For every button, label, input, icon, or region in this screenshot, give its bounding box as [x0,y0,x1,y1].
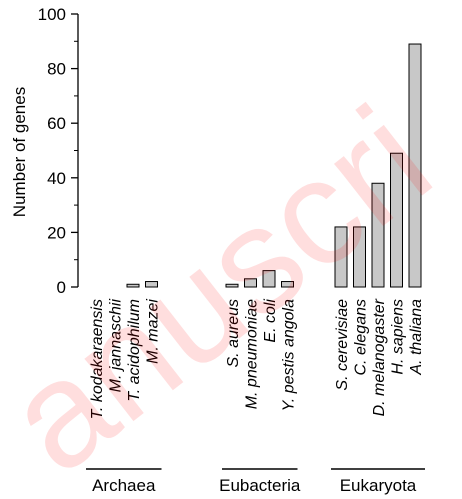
category-label: S. cerevisiae [334,299,351,391]
category-label: M. jannaschii [108,299,125,393]
group-label: Archaea [92,476,156,495]
group-labels: Archaea Eubacteria Eukaryota [86,468,425,495]
bar [145,281,158,288]
bar [334,226,348,288]
bar [262,270,276,288]
category-label: M. mazei [145,299,162,364]
group-label: Eubacteria [219,476,301,495]
category-label: E. coli [262,299,279,343]
category-label: H. sapiens [390,299,407,375]
bar [126,283,140,288]
y-tick-label: 60 [47,114,66,133]
y-tick-label: 20 [47,223,66,242]
category-label: A. thaliana [408,299,425,376]
bar [371,182,385,288]
bars [126,43,422,288]
category-label: T. acidophilum [126,299,143,402]
category-label: D. melanogaster [371,298,388,416]
bar [353,226,366,288]
y-tick-label: 80 [47,60,66,79]
bar [225,283,239,288]
bar [244,278,257,288]
axes: 0 20 40 60 80 100 [38,5,79,297]
bar [390,152,403,288]
y-tick-label: 100 [38,5,66,24]
bar [408,43,422,288]
category-label: Y. pestis angola [281,299,298,411]
category-labels: T. kodakaraensis M. jannaschii T. acidophi… [89,298,425,419]
category-label: M. pneumoniae [244,299,261,409]
category-label: C. elegans [353,299,370,376]
y-tick-label: 40 [47,169,66,188]
category-label: S. aureus [225,299,242,367]
y-axis-label: Number of genes [10,87,29,217]
group-label: Eukaryota [340,476,417,495]
y-tick-label: 0 [57,278,66,297]
category-label: T. kodakaraensis [89,299,106,419]
bar [281,281,294,288]
